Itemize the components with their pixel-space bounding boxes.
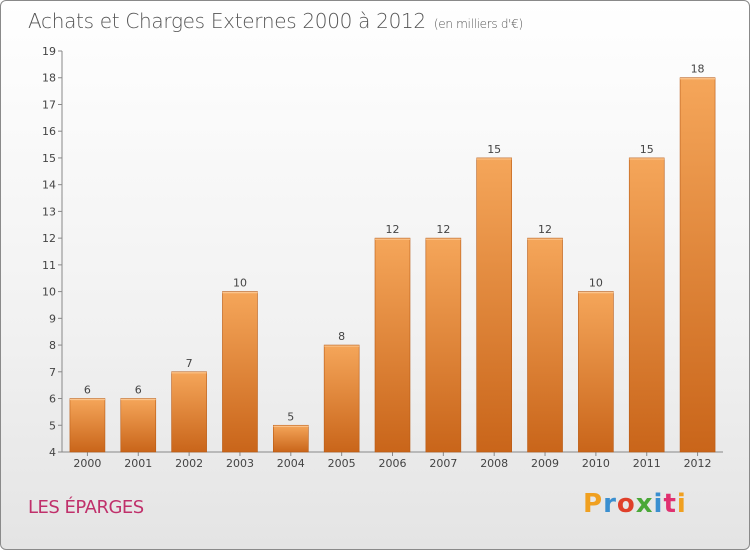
data-label: 8 [338,330,345,343]
y-tick-label: 11 [42,259,56,272]
x-tick-label: 2004 [277,457,305,470]
logo-letter: o [616,489,636,519]
bar-2006 [374,237,411,453]
bar-2008 [476,157,512,453]
commune-name: LES ÉPARGES [28,497,144,518]
data-label: 5 [287,410,294,423]
y-tick-label: 16 [42,125,56,138]
data-label: 12 [436,223,450,236]
x-tick-label: 2005 [328,457,356,470]
x-tick-label: 2012 [684,457,712,470]
y-tick-label: 18 [42,72,56,85]
bars [69,77,716,453]
x-tick-label: 2009 [531,457,559,470]
y-tick-label: 13 [42,205,56,218]
x-tick-label: 2007 [429,457,457,470]
y-tick-label: 7 [49,366,56,379]
axes: 4 5 6 7 8 9 10 11 12 13 14 15 16 17 18 19 2000 2001 2002 20… [42,45,723,470]
bar-2012 [679,77,716,453]
bar-2001 [120,398,157,453]
bar-2000 [69,398,106,453]
bar-2005 [323,344,360,453]
y-tick-label: 5 [49,419,56,432]
data-label: 10 [233,277,247,290]
logo-letter: i [653,489,664,519]
bar-2003 [222,291,258,453]
chart-title-text: Achats et Charges Externes 2000 à 2012 [28,9,426,33]
proxiti-logo: Proxiti [583,489,687,519]
x-tick-label: 2003 [226,457,254,470]
data-label: 6 [135,384,142,397]
bar-2002 [171,371,207,453]
data-labels: 6 6 7 10 5 8 12 12 15 12 10 15 18 [84,63,705,424]
logo-letter: P [583,489,604,519]
x-tick-label: 2011 [633,457,661,470]
x-tick-label: 2010 [582,457,610,470]
y-tick-label: 14 [42,179,56,192]
bar-2007 [425,237,462,453]
logo-letter: i [676,489,687,519]
data-label: 10 [589,277,603,290]
data-label: 12 [538,223,552,236]
data-label: 15 [640,143,654,156]
chart-title: Achats et Charges Externes 2000 à 2012 (e… [28,9,523,33]
data-label: 12 [386,223,400,236]
y-tick-label: 10 [42,286,56,299]
data-label: 18 [691,63,705,76]
bar-2010 [578,291,614,453]
logo-letter: r [603,489,617,519]
y-tick-label: 9 [49,312,56,325]
chart-unit: (en milliers d'€) [433,17,523,31]
x-tick-label: 2006 [379,457,407,470]
logo-letter: x [635,489,654,519]
data-label: 15 [487,143,501,156]
bar-2004 [273,424,309,453]
bar-2011 [628,157,665,453]
data-label: 6 [84,384,91,397]
y-tick-label: 6 [49,393,56,406]
y-tick-label: 8 [49,339,56,352]
data-label: 7 [186,357,193,370]
y-tick-label: 17 [42,98,56,111]
y-tick-label: 12 [42,232,56,245]
x-tick-label: 2008 [480,457,508,470]
y-tick-label: 19 [42,45,56,58]
x-tick-label: 2002 [175,457,203,470]
bar-2009 [527,237,563,453]
x-tick-label: 2001 [124,457,152,470]
x-tick-label: 2000 [73,457,101,470]
y-tick-label: 15 [42,152,56,165]
y-tick-label: 4 [49,446,56,459]
logo-letter: t [663,489,677,519]
